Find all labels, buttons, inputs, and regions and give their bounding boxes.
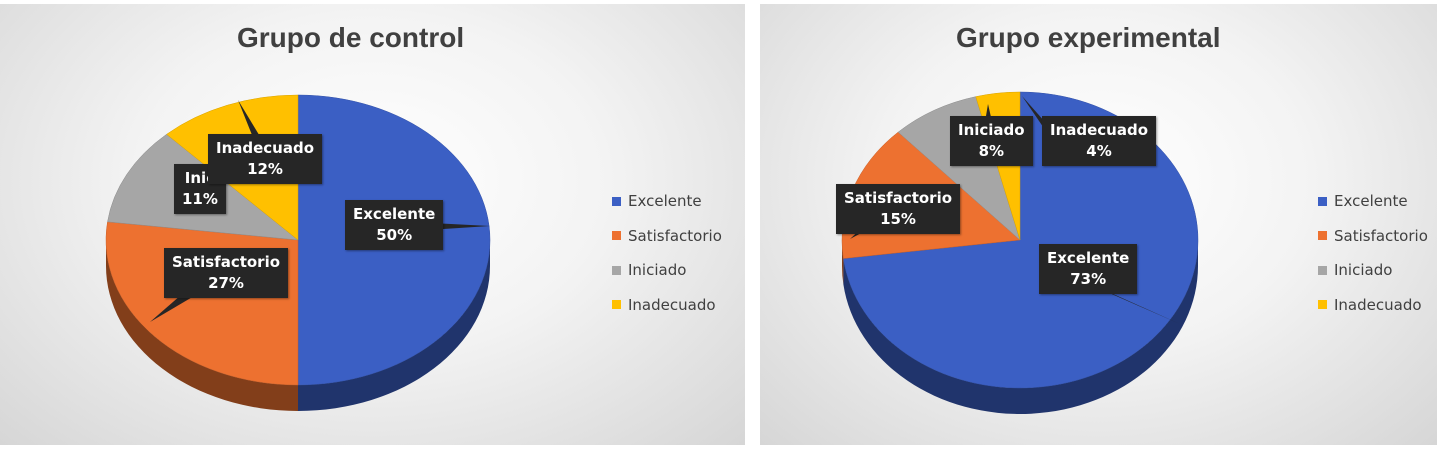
chart-panel-experimental: Grupo experimental Excelente 73% Satisfa…: [760, 4, 1437, 445]
chart-panel-control: Grupo de control Excelente 50% Satisfact…: [0, 4, 745, 445]
chart-title: Grupo experimental: [956, 22, 1221, 53]
legend-swatch: [1318, 265, 1327, 275]
data-label-satisfactorio: Satisfactorio 15%: [836, 184, 961, 234]
legend-swatch: [1318, 300, 1327, 310]
legend: Excelente Satisfactorio Iniciado Inadecu…: [612, 184, 722, 322]
pie-side-excelente: [298, 240, 490, 411]
legend-item-inadecuado: Inadecuado: [1318, 288, 1428, 323]
legend-item-inadecuado: Inadecuado: [612, 288, 722, 323]
legend-swatch: [612, 265, 621, 275]
legend-item-iniciado: Iniciado: [1318, 253, 1428, 288]
legend-swatch: [1318, 231, 1327, 241]
data-label-inadecuado: Inadecuado 12%: [208, 134, 323, 184]
data-label-satisfactorio: Satisfactorio 27%: [164, 248, 289, 298]
legend-item-satisfactorio: Satisfactorio: [612, 219, 722, 254]
legend: Excelente Satisfactorio Iniciado Inadecu…: [1318, 184, 1428, 322]
legend-swatch: [612, 300, 621, 310]
pie-slice-iniciado: [897, 96, 1021, 241]
pie-side-satisfactorio: [106, 240, 298, 411]
data-label-excelente: Excelente 50%: [345, 200, 444, 250]
legend-item-excelente: Excelente: [612, 184, 722, 219]
chart-title: Grupo de control: [237, 22, 465, 53]
divider: [750, 0, 754, 451]
data-label-iniciado: Iniciado 8%: [950, 116, 1033, 166]
legend-item-excelente: Excelente: [1318, 184, 1428, 219]
data-label-iniciado: Inic 11%: [174, 164, 226, 214]
legend-swatch: [612, 231, 621, 241]
legend-swatch: [612, 196, 621, 206]
data-label-inadecuado: Inadecuado 4%: [1042, 116, 1157, 166]
legend-item-iniciado: Iniciado: [612, 253, 722, 288]
legend-item-satisfactorio: Satisfactorio: [1318, 219, 1428, 254]
pie-slice-satisfactorio: [105, 221, 299, 386]
pie-side-excelente: [843, 240, 1198, 415]
data-label-excelente: Excelente 73%: [1039, 244, 1138, 294]
legend-swatch: [1318, 196, 1327, 206]
